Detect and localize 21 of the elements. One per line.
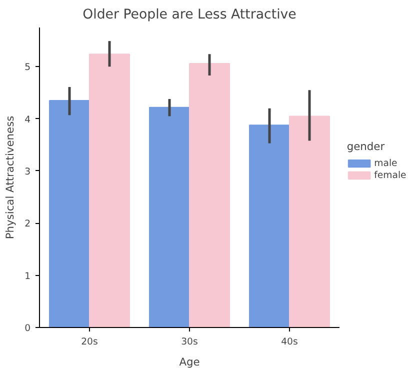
bar	[189, 63, 230, 328]
legend-label: female	[374, 170, 407, 182]
bar	[89, 54, 130, 328]
x-tick-label: 20s	[81, 336, 98, 348]
x-axis-title: Age	[179, 356, 200, 368]
legend-label: male	[374, 158, 398, 170]
bar	[49, 100, 90, 328]
x-tick-label: 40s	[281, 336, 298, 348]
chart-title: Older People are Less Attractive	[82, 8, 296, 22]
y-axis-title: Physical Attractiveness	[4, 115, 17, 240]
y-tick-label: 3	[24, 166, 31, 178]
bar	[249, 124, 290, 328]
x-tick-label: 30s	[181, 336, 198, 348]
y-tick-label: 2	[24, 218, 31, 230]
y-tick-label: 4	[24, 114, 31, 126]
y-tick-label: 1	[24, 270, 31, 282]
bar	[149, 106, 190, 328]
y-tick-label: 5	[24, 62, 31, 74]
y-tick-label: 0	[24, 323, 31, 334]
legend-title: gender	[346, 140, 386, 154]
bar	[289, 116, 330, 328]
